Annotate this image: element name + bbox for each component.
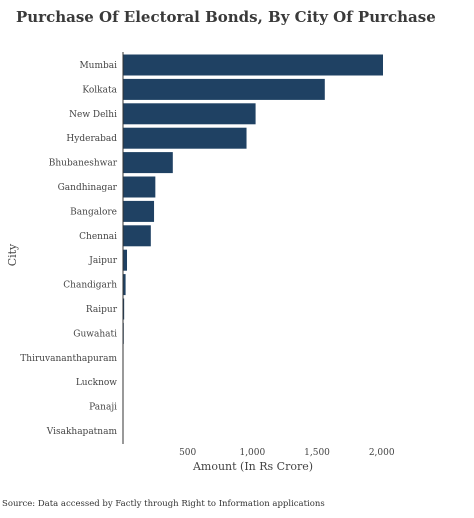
x-tick-label: 1,500 — [304, 448, 330, 458]
bar-chart: Mumbai Kolkata New Delhi Hyderabad Bhubanesh… — [6, 52, 395, 473]
bar-new-delhi — [123, 103, 256, 125]
category-label: Bhubaneshwar — [49, 159, 118, 169]
category-label: Visakhapatnam — [46, 427, 118, 437]
category-label: Chandigarh — [63, 281, 117, 291]
category-label: Lucknow — [76, 378, 117, 388]
category-label: Bangalore — [70, 207, 117, 217]
bar-bhubaneshwar — [123, 152, 173, 174]
category-label: Panaji — [89, 403, 117, 413]
bar-mumbai — [123, 54, 383, 76]
bar-chennai — [123, 225, 151, 247]
category-label: Guwahati — [73, 329, 117, 339]
category-label: Thiruvananthapuram — [20, 354, 117, 364]
bar-kolkata — [123, 78, 325, 100]
category-label: Raipur — [86, 305, 118, 315]
category-labels-group: Mumbai Kolkata New Delhi Hyderabad Bhubanesh… — [20, 61, 117, 437]
chart-title: Purchase Of Electoral Bonds, By City Of … — [16, 8, 436, 26]
x-tick-labels-group: 500 1,000 1,500 2,000 — [179, 448, 395, 458]
x-tick-label: 2,000 — [369, 448, 395, 458]
category-label: Kolkata — [82, 85, 117, 95]
bar-bangalore — [123, 200, 155, 222]
bar-hyderabad — [123, 127, 247, 149]
x-axis-title: Amount (In Rs Crore) — [192, 460, 313, 473]
category-label: Jaipur — [88, 256, 117, 266]
category-label: Mumbai — [79, 61, 117, 71]
bar-raipur — [123, 298, 125, 320]
category-label: Gandhinagar — [58, 183, 118, 193]
bars-group — [123, 54, 383, 442]
category-label: Hyderabad — [66, 134, 117, 144]
category-label: Chennai — [79, 232, 117, 242]
bar-jaipur — [123, 249, 128, 271]
bar-gandhinagar — [123, 176, 156, 198]
source-note: Source: Data accessed by Factly through … — [2, 499, 325, 509]
x-tick-label: 1,000 — [239, 448, 265, 458]
y-axis-title: City — [6, 243, 19, 266]
category-label: New Delhi — [69, 110, 117, 120]
bar-chandigarh — [123, 274, 126, 296]
x-tick-label: 500 — [179, 448, 196, 458]
